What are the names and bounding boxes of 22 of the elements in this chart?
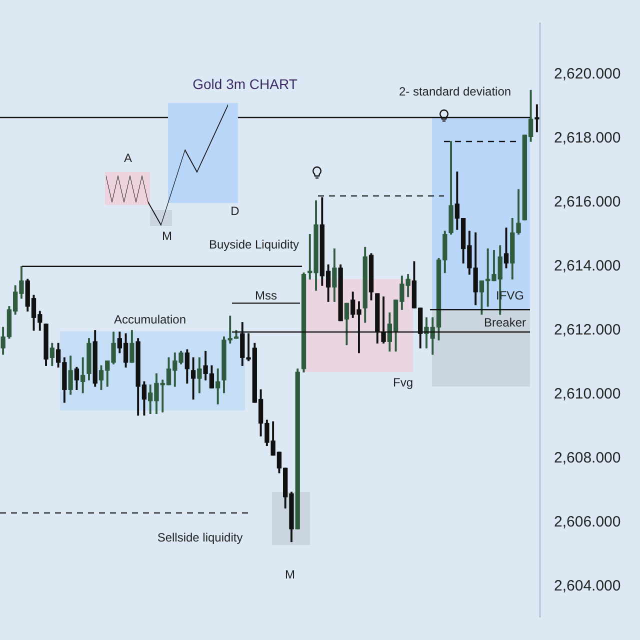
candlestick — [534, 104, 540, 132]
text: Gold 3m CHART — [192, 76, 298, 92]
y-tick-label: 2,616.000 — [554, 193, 621, 210]
annotation: A — [124, 151, 132, 165]
y-tick-label: 2,614.000 — [554, 258, 621, 275]
y-tick-label: 2,610.000 — [554, 386, 621, 403]
annotation: M — [162, 229, 172, 243]
ref-line-label: Buyside Liquidity — [208, 237, 300, 252]
band-label: Accumulation — [114, 312, 186, 326]
band-label: M — [285, 567, 295, 582]
annotation: D — [230, 204, 240, 218]
y-tick-label: 2,608.000 — [554, 450, 621, 467]
y-tick-label: 2,612.000 — [554, 322, 621, 339]
ref-line-label: Breaker — [484, 315, 526, 330]
band-label: Fvg — [392, 375, 414, 390]
ref-line-label: 2- standard deviation — [398, 84, 512, 98]
ref-line-label: Mss — [255, 288, 277, 302]
y-tick-label: 2,620.000 — [554, 65, 621, 82]
y-tick-label: 2,606.000 — [554, 514, 621, 531]
y-tick-label: 2,618.000 — [554, 129, 621, 146]
y-tick-label: 2,604.000 — [554, 578, 621, 595]
ref-line-label: Sellside liquidity — [157, 530, 243, 544]
